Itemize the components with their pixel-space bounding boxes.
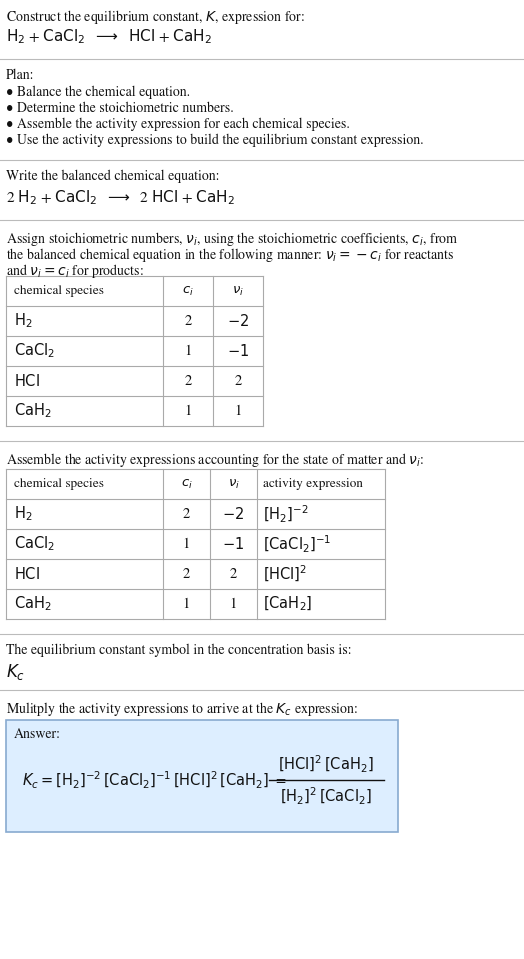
Text: Answer:: Answer: (14, 728, 61, 741)
Text: $[\mathrm{HCl}]^2\,[\mathrm{CaH_2}]$: $[\mathrm{HCl}]^2\,[\mathrm{CaH_2}]$ (278, 754, 374, 775)
Text: Plan:: Plan: (6, 69, 35, 82)
Text: $c_i$: $c_i$ (181, 478, 192, 491)
Text: 2 $\mathrm{H_2}$ + $\mathrm{CaCl_2}$  $\longrightarrow$  2 $\mathrm{HCl}$ + $\ma: 2 $\mathrm{H_2}$ + $\mathrm{CaCl_2}$ $\l… (6, 188, 235, 207)
Text: $\mathrm{CaCl_2}$: $\mathrm{CaCl_2}$ (14, 535, 55, 553)
Text: $\mathrm{H_2}$ + $\mathrm{CaCl_2}$  $\longrightarrow$  $\mathrm{HCl}$ + $\mathrm: $\mathrm{H_2}$ + $\mathrm{CaCl_2}$ $\lon… (6, 27, 212, 46)
Text: Mulitply the activity expressions to arrive at the $K_c$ expression:: Mulitply the activity expressions to arr… (6, 700, 358, 718)
FancyBboxPatch shape (6, 720, 398, 832)
Text: $K_c$: $K_c$ (6, 662, 25, 682)
Text: Assemble the activity expressions accounting for the state of matter and $\nu_i$: Assemble the activity expressions accoun… (6, 451, 424, 469)
Text: chemical species: chemical species (14, 285, 104, 297)
Text: Construct the equilibrium constant, $K$, expression for:: Construct the equilibrium constant, $K$,… (6, 8, 305, 26)
Text: 1: 1 (184, 344, 192, 358)
Text: $-1$: $-1$ (227, 343, 249, 359)
Text: $\mathrm{HCl}$: $\mathrm{HCl}$ (14, 566, 40, 582)
Text: $-2$: $-2$ (227, 313, 249, 329)
Text: The equilibrium constant symbol in the concentration basis is:: The equilibrium constant symbol in the c… (6, 644, 352, 657)
Text: $\mathrm{CaH_2}$: $\mathrm{CaH_2}$ (14, 595, 52, 614)
Text: 1: 1 (234, 405, 242, 418)
Text: 2: 2 (183, 568, 190, 581)
Text: $-1$: $-1$ (222, 536, 245, 552)
Text: 1: 1 (183, 597, 190, 611)
Text: $\nu_i$: $\nu_i$ (232, 285, 244, 297)
Text: $\mathrm{CaH_2}$: $\mathrm{CaH_2}$ (14, 402, 52, 420)
Text: $K_c = [\mathrm{H_2}]^{-2}\,[\mathrm{CaCl_2}]^{-1}\,[\mathrm{HCl}]^2\,[\mathrm{C: $K_c = [\mathrm{H_2}]^{-2}\,[\mathrm{CaC… (22, 769, 287, 790)
Text: chemical species: chemical species (14, 478, 104, 490)
Text: • Determine the stoichiometric numbers.: • Determine the stoichiometric numbers. (6, 102, 234, 115)
Text: 2: 2 (183, 507, 190, 521)
Text: 2: 2 (184, 315, 192, 328)
Text: • Assemble the activity expression for each chemical species.: • Assemble the activity expression for e… (6, 118, 350, 131)
Text: $[\mathrm{CaCl_2}]^{-1}$: $[\mathrm{CaCl_2}]^{-1}$ (263, 533, 331, 554)
Text: • Balance the chemical equation.: • Balance the chemical equation. (6, 86, 190, 100)
Text: $[\mathrm{H_2}]^{-2}$: $[\mathrm{H_2}]^{-2}$ (263, 503, 309, 525)
Text: $\nu_i$: $\nu_i$ (227, 478, 239, 491)
Text: $c_i$: $c_i$ (182, 285, 194, 297)
Text: and $\nu_i = c_i$ for products:: and $\nu_i = c_i$ for products: (6, 262, 144, 280)
Text: 2: 2 (184, 374, 192, 387)
Text: $[\mathrm{H_2}]^2\,[\mathrm{CaCl_2}]$: $[\mathrm{H_2}]^2\,[\mathrm{CaCl_2}]$ (280, 785, 372, 807)
Text: 1: 1 (230, 597, 237, 611)
Text: activity expression: activity expression (263, 478, 363, 490)
Text: Assign stoichiometric numbers, $\nu_i$, using the stoichiometric coefficients, $: Assign stoichiometric numbers, $\nu_i$, … (6, 230, 458, 248)
Text: $\mathrm{HCl}$: $\mathrm{HCl}$ (14, 373, 40, 389)
Text: $\mathrm{CaCl_2}$: $\mathrm{CaCl_2}$ (14, 341, 55, 361)
Text: 2: 2 (234, 374, 242, 387)
Text: $[\mathrm{HCl}]^2$: $[\mathrm{HCl}]^2$ (263, 564, 307, 584)
Text: $-2$: $-2$ (222, 506, 245, 522)
Text: 1: 1 (183, 537, 190, 550)
Text: Write the balanced chemical equation:: Write the balanced chemical equation: (6, 170, 220, 183)
Text: $\mathrm{H_2}$: $\mathrm{H_2}$ (14, 312, 32, 330)
Text: the balanced chemical equation in the following manner: $\nu_i = -c_i$ for react: the balanced chemical equation in the fo… (6, 246, 455, 264)
Text: $\mathrm{H_2}$: $\mathrm{H_2}$ (14, 504, 32, 524)
Text: 2: 2 (230, 568, 237, 581)
Text: • Use the activity expressions to build the equilibrium constant expression.: • Use the activity expressions to build … (6, 134, 423, 148)
Text: $[\mathrm{CaH_2}]$: $[\mathrm{CaH_2}]$ (263, 595, 312, 613)
Text: 1: 1 (184, 405, 192, 418)
